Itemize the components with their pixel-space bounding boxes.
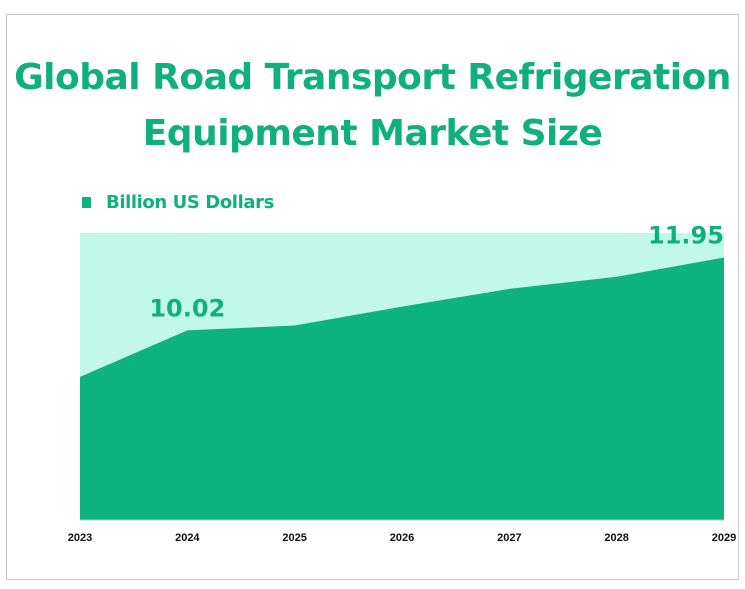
data-label: 10.02: [149, 294, 225, 322]
legend: Billion US Dollars: [82, 192, 274, 213]
data-label: 11.95: [648, 222, 724, 250]
x-tick-label: 2023: [68, 532, 92, 544]
x-tick-label: 2024: [175, 532, 200, 544]
x-tick-label: 2028: [604, 532, 628, 544]
x-tick-label: 2029: [712, 532, 736, 544]
legend-label: Billion US Dollars: [106, 192, 274, 213]
area-series: [80, 257, 724, 520]
legend-swatch: [82, 197, 91, 208]
chart-title: Global Road Transport Refrigeration Equi…: [14, 57, 731, 154]
x-tick-label: 2026: [390, 532, 414, 544]
x-tick-label: 2027: [497, 532, 521, 544]
x-tick-label: 2025: [282, 532, 306, 544]
chart-frame: [6, 14, 739, 580]
